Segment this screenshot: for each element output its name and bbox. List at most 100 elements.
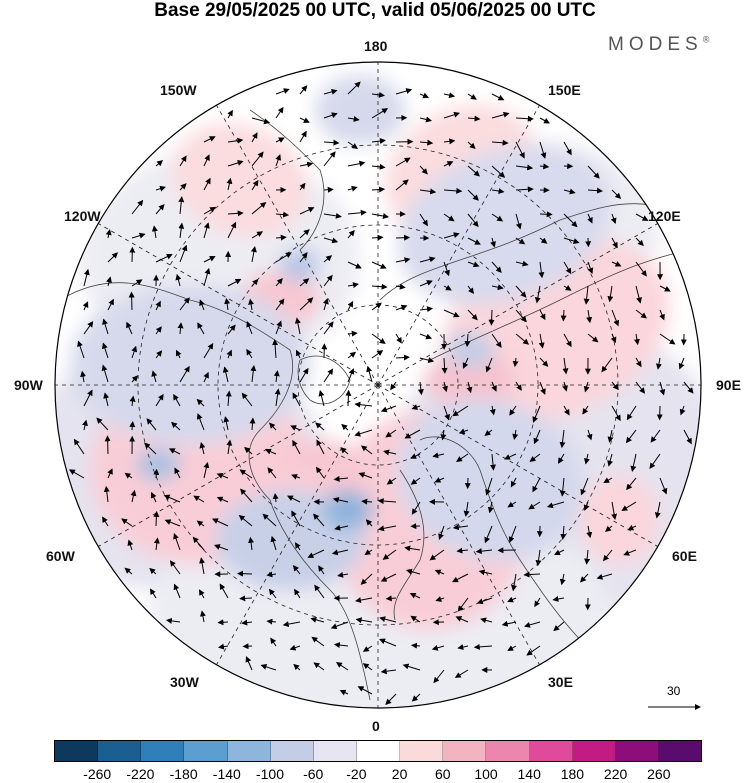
wind-arrow	[371, 261, 387, 269]
wind-arrow	[341, 423, 349, 431]
anomaly-patch	[171, 123, 309, 237]
wind-arrow	[307, 549, 325, 558]
wind-arrow	[371, 283, 388, 290]
wind-arrow	[225, 390, 232, 407]
wind-arrow	[467, 115, 481, 122]
wind-arrow	[275, 320, 282, 335]
wind-arrow	[347, 261, 362, 269]
wind-arrow	[203, 267, 211, 287]
wind-arrow	[443, 284, 452, 291]
wind-arrow	[275, 278, 283, 287]
wind-arrow	[290, 425, 301, 431]
wind-arrow	[227, 278, 242, 287]
wind-arrow	[462, 357, 469, 369]
wind-arrow	[294, 588, 301, 599]
wind-arrow	[82, 301, 89, 311]
wind-arrow	[275, 106, 284, 119]
wind-arrow	[463, 501, 470, 517]
wind-arrow	[489, 405, 496, 416]
wind-arrow	[433, 669, 445, 684]
wind-arrow	[491, 188, 505, 194]
wind-arrow	[151, 491, 157, 503]
wind-arrow	[177, 322, 184, 335]
wind-arrow	[443, 213, 455, 222]
wind-arrow	[203, 206, 217, 215]
wind-arrow	[507, 645, 517, 651]
wind-arrow	[539, 211, 553, 218]
wind-arrow	[435, 596, 445, 602]
wind-arrow	[419, 256, 436, 263]
wind-arrow	[395, 333, 402, 344]
wind-arrow	[385, 429, 397, 438]
wind-arrow	[77, 340, 85, 359]
wind-arrow	[602, 549, 613, 562]
wind-arrow	[611, 405, 621, 422]
wind-arrow	[491, 333, 502, 348]
wind-arrow	[251, 278, 259, 287]
wind-arrow	[270, 637, 277, 647]
wind-arrow	[239, 595, 253, 602]
wind-arrow	[260, 663, 277, 671]
wind-arrow	[587, 333, 599, 343]
colorbar-tick-label: -180	[169, 766, 198, 782]
wind-arrow	[382, 549, 397, 560]
wind-arrow	[226, 177, 233, 191]
wind-arrow	[294, 542, 301, 551]
wind-arrow	[131, 279, 143, 287]
colorbar-tick-label: 100	[474, 766, 498, 782]
wind-arrow	[557, 453, 565, 464]
wind-arrow	[524, 621, 541, 628]
wind-arrow	[655, 357, 662, 370]
colorbar-segment	[270, 741, 314, 761]
wind-arrow	[241, 619, 253, 626]
wind-arrow	[364, 549, 373, 556]
wind-arrow	[487, 501, 494, 514]
wind-arrow	[331, 549, 349, 556]
wind-arrow	[83, 320, 94, 335]
wind-arrow	[323, 237, 339, 244]
wind-arrow	[203, 342, 214, 359]
wind-arrow	[583, 381, 590, 393]
wind-arrow	[203, 154, 210, 167]
wind-arrow	[504, 453, 517, 460]
wind-arrow	[355, 597, 373, 604]
wind-arrow	[335, 662, 349, 671]
wind-arrow	[515, 260, 529, 267]
wind-arrow	[623, 549, 637, 556]
wind-arrow	[107, 298, 114, 311]
wind-arrow	[371, 302, 382, 311]
wind-arrow	[491, 111, 510, 119]
wind-arrow	[532, 477, 541, 493]
wind-arrow	[357, 686, 373, 695]
wind-arrow	[635, 261, 647, 277]
wind-arrow	[467, 285, 474, 295]
wind-arrow	[395, 157, 411, 167]
wind-arrow	[659, 477, 668, 495]
wind-arrow	[347, 300, 354, 311]
wind-arrow	[83, 389, 93, 407]
wind-arrow	[248, 536, 255, 551]
wind-arrow	[267, 467, 277, 479]
wind-arrow	[131, 232, 146, 239]
colorbar-segment	[227, 741, 271, 761]
lon-label-150e: 150E	[548, 82, 581, 98]
wind-arrow	[347, 351, 357, 359]
wind-arrow	[362, 645, 373, 652]
meridian-line	[216, 384, 379, 665]
anomaly-patch	[280, 249, 320, 281]
wind-arrow	[515, 141, 525, 159]
wind-arrow	[237, 570, 253, 577]
wind-arrow	[124, 472, 133, 479]
wind-arrow	[275, 252, 292, 263]
colorbar-tick-label: 260	[647, 766, 671, 782]
wind-arrow	[371, 163, 386, 170]
meridian-line	[377, 223, 658, 386]
wind-arrow	[226, 439, 233, 455]
wind-arrow	[334, 524, 349, 531]
colorbar-segment	[658, 741, 702, 761]
wind-arrow	[153, 510, 160, 527]
meridian-line	[377, 384, 658, 547]
wind-arrow	[299, 297, 314, 311]
wind-arrow	[299, 229, 310, 239]
wind-arrow	[251, 201, 267, 215]
